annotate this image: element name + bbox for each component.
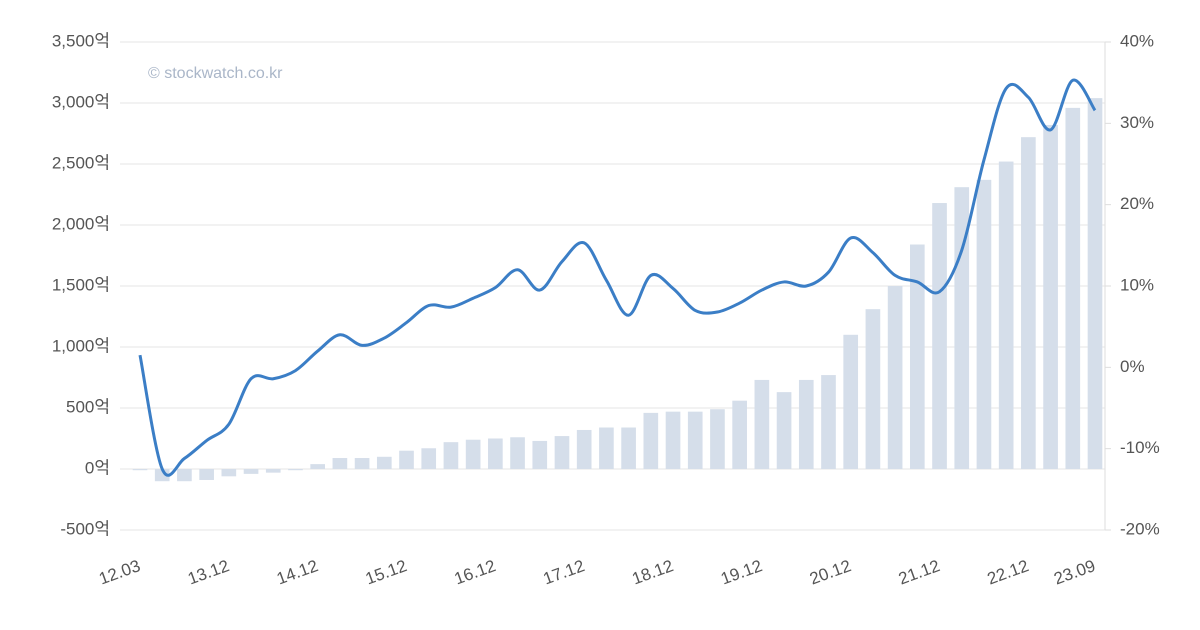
- y2-tick-label: 40%: [1120, 31, 1154, 50]
- x-tick-label: 12.03: [96, 556, 142, 588]
- bar: [821, 375, 836, 469]
- y-tick-label: 2,000억: [52, 214, 110, 233]
- bar: [687, 411, 703, 469]
- bar: [1043, 124, 1058, 470]
- y2-tick-label: -10%: [1120, 438, 1160, 457]
- bar: [621, 427, 636, 469]
- x-tick-label: 18.12: [629, 556, 675, 588]
- bar: [798, 379, 814, 469]
- bar: [510, 437, 525, 469]
- y-tick-label: 3,500억: [52, 31, 110, 50]
- y-tick-label: 3,000억: [52, 92, 110, 111]
- x-tick-label: 15.12: [363, 556, 409, 588]
- y-tick-label: 0억: [85, 458, 110, 477]
- bar: [932, 203, 947, 470]
- bar: [909, 244, 925, 469]
- bar: [1065, 107, 1081, 469]
- bar: [754, 379, 770, 469]
- y2-tick-label: 0%: [1120, 357, 1145, 376]
- bar: [1087, 98, 1103, 470]
- bar: [465, 439, 481, 469]
- y-tick-label: 1,500억: [52, 275, 110, 294]
- bar: [288, 469, 303, 471]
- line: [138, 78, 1097, 477]
- bar: [865, 309, 881, 469]
- x-tick-label: 14.12: [274, 556, 320, 588]
- x-tick-label: 17.12: [541, 556, 587, 588]
- bar: [332, 458, 348, 469]
- bar: [177, 469, 192, 482]
- bar: [1021, 137, 1036, 469]
- bar: [421, 448, 437, 469]
- y-tick-label: 2,500억: [52, 153, 110, 172]
- watermark: © stockwatch.co.kr: [148, 65, 283, 82]
- y2-tick-label: 20%: [1120, 194, 1154, 213]
- bar: [887, 286, 903, 469]
- bar: [199, 469, 214, 480]
- bar: [310, 464, 326, 469]
- bar: [221, 469, 237, 477]
- bar: [265, 469, 281, 473]
- bar: [576, 429, 592, 469]
- bar: [354, 458, 370, 469]
- bar: [132, 469, 148, 471]
- bar: [732, 400, 747, 469]
- bar: [643, 412, 659, 469]
- bar: [710, 409, 725, 469]
- bar: [843, 334, 859, 469]
- bar: [376, 456, 392, 469]
- bar: [399, 450, 414, 469]
- bar: [532, 440, 548, 469]
- x-tick-label: 23.09: [1051, 556, 1097, 588]
- bar: [976, 179, 992, 470]
- plot: -500억 0억 500억 1,000억 1,500억 2,000억 2,500억 3,000…: [52, 31, 1160, 588]
- x-tick-label: 22.12: [985, 556, 1031, 588]
- y2-tick-label: 10%: [1120, 275, 1154, 294]
- bar: [998, 161, 1014, 469]
- y-tick-label: 1,000억: [52, 336, 110, 355]
- bar: [599, 427, 614, 469]
- y2-tick-label: 30%: [1120, 113, 1154, 132]
- x-tick-label: 16.12: [452, 556, 498, 588]
- y2-tick-label: -20%: [1120, 519, 1160, 538]
- bar: [665, 411, 681, 469]
- bar: [776, 392, 792, 469]
- bar: [443, 442, 459, 469]
- bar: [154, 469, 170, 482]
- x-tick-label: 20.12: [807, 556, 853, 588]
- bar: [488, 438, 503, 469]
- x-tick-label: 13.12: [185, 556, 231, 588]
- x-tick-label: 21.12: [896, 556, 942, 588]
- y-tick-label: 500억: [66, 397, 110, 416]
- bar: [554, 436, 570, 469]
- x-tick-label: 19.12: [718, 556, 764, 588]
- y-tick-label: -500억: [60, 519, 110, 538]
- bar: [243, 469, 259, 474]
